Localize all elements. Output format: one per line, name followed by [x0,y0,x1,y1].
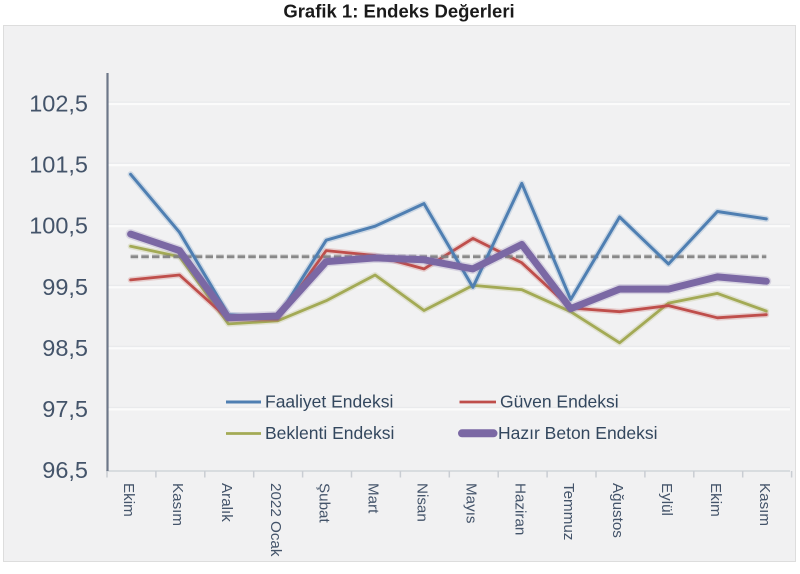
svg-text:97,5: 97,5 [42,396,88,422]
svg-text:Ekim: Ekim [707,483,724,517]
svg-text:Faaliyet Endeksi: Faaliyet Endeksi [265,392,393,412]
svg-text:Mart: Mart [365,483,382,514]
svg-text:Eylül: Eylül [658,483,675,516]
svg-text:Güven Endeksi: Güven Endeksi [500,392,619,412]
svg-text:100,5: 100,5 [29,213,88,239]
svg-text:Aralık: Aralık [218,483,235,522]
svg-text:Kasım: Kasım [756,483,773,526]
svg-text:Grafik 1: Endeks Değerleri: Grafik 1: Endeks Değerleri [283,1,514,22]
svg-text:99,5: 99,5 [42,274,88,300]
svg-text:102,5: 102,5 [29,91,88,117]
svg-text:Ekim: Ekim [120,483,137,517]
svg-text:Şubat: Şubat [316,483,333,523]
svg-text:Haziran: Haziran [511,483,528,535]
svg-text:Beklenti Endeksi: Beklenti Endeksi [265,423,394,443]
svg-text:96,5: 96,5 [42,457,88,483]
svg-text:Hazır Beton Endeksi: Hazır Beton Endeksi [498,423,658,443]
svg-text:Kasım: Kasım [169,483,186,526]
svg-text:2022 Ocak: 2022 Ocak [267,483,284,557]
svg-text:101,5: 101,5 [29,152,88,178]
svg-text:Ağustos: Ağustos [609,483,626,538]
svg-text:Temmuz: Temmuz [560,483,577,540]
svg-text:Nisan: Nisan [414,483,431,522]
svg-text:98,5: 98,5 [42,335,88,361]
svg-text:Mayıs: Mayıs [462,483,479,524]
